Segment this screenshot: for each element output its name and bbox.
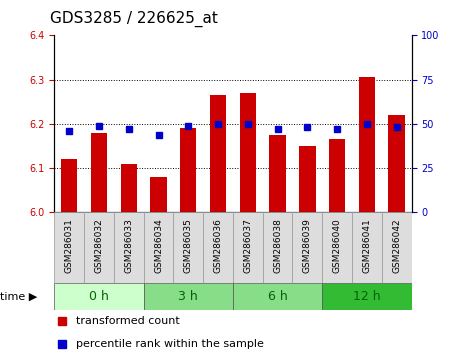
Text: GSM286038: GSM286038: [273, 218, 282, 273]
Text: transformed count: transformed count: [76, 316, 180, 326]
Text: GSM286033: GSM286033: [124, 218, 133, 273]
Bar: [91, 133, 107, 212]
Text: GSM286042: GSM286042: [392, 218, 401, 273]
Text: GSM286035: GSM286035: [184, 218, 193, 273]
Bar: [322, 283, 412, 310]
Bar: [54, 212, 84, 283]
Text: GSM286032: GSM286032: [95, 218, 104, 273]
Bar: [180, 128, 196, 212]
Text: 12 h: 12 h: [353, 290, 381, 303]
Bar: [121, 164, 137, 212]
Text: 6 h: 6 h: [268, 290, 288, 303]
Bar: [352, 212, 382, 283]
Bar: [382, 212, 412, 283]
Bar: [150, 177, 167, 212]
Text: GSM286037: GSM286037: [243, 218, 252, 273]
Bar: [359, 78, 375, 212]
Text: time ▶: time ▶: [0, 291, 37, 302]
Bar: [54, 283, 144, 310]
Bar: [233, 283, 322, 310]
Bar: [270, 135, 286, 212]
Text: GSM286040: GSM286040: [333, 218, 342, 273]
Bar: [240, 93, 256, 212]
Bar: [144, 212, 174, 283]
Bar: [144, 283, 233, 310]
Text: GSM286041: GSM286041: [362, 218, 371, 273]
Text: GSM286036: GSM286036: [214, 218, 223, 273]
Bar: [210, 95, 226, 212]
Bar: [233, 212, 263, 283]
Bar: [114, 212, 144, 283]
Bar: [203, 212, 233, 283]
Bar: [84, 212, 114, 283]
Text: 0 h: 0 h: [89, 290, 109, 303]
Bar: [329, 139, 345, 212]
Text: GSM286034: GSM286034: [154, 218, 163, 273]
Text: GSM286039: GSM286039: [303, 218, 312, 273]
Bar: [299, 146, 315, 212]
Text: percentile rank within the sample: percentile rank within the sample: [76, 339, 263, 349]
Bar: [61, 159, 78, 212]
Bar: [292, 212, 322, 283]
Bar: [174, 212, 203, 283]
Text: 3 h: 3 h: [178, 290, 198, 303]
Bar: [388, 115, 405, 212]
Text: GSM286031: GSM286031: [65, 218, 74, 273]
Text: GDS3285 / 226625_at: GDS3285 / 226625_at: [50, 11, 218, 27]
Bar: [322, 212, 352, 283]
Bar: [263, 212, 292, 283]
